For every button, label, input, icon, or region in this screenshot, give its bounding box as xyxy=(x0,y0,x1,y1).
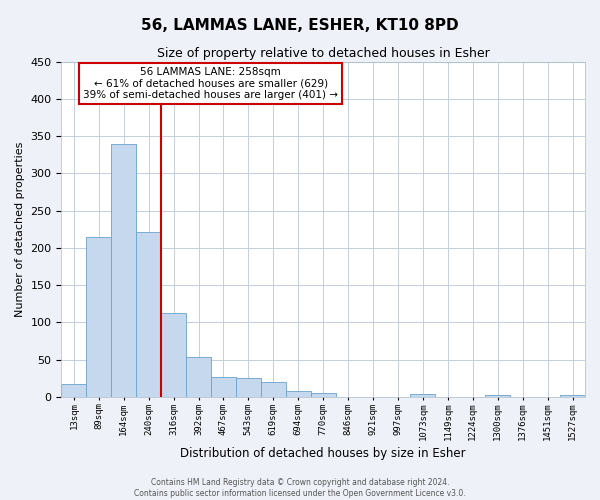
Bar xyxy=(211,377,236,397)
Title: Size of property relative to detached houses in Esher: Size of property relative to detached ho… xyxy=(157,48,490,60)
Bar xyxy=(236,378,261,397)
Bar xyxy=(161,312,186,397)
Bar xyxy=(410,394,436,397)
Bar xyxy=(311,393,335,397)
Bar xyxy=(86,236,111,397)
Bar xyxy=(485,394,510,397)
Text: Contains HM Land Registry data © Crown copyright and database right 2024.
Contai: Contains HM Land Registry data © Crown c… xyxy=(134,478,466,498)
Y-axis label: Number of detached properties: Number of detached properties xyxy=(15,142,25,317)
Bar xyxy=(261,382,286,397)
Text: 56 LAMMAS LANE: 258sqm
← 61% of detached houses are smaller (629)
39% of semi-de: 56 LAMMAS LANE: 258sqm ← 61% of detached… xyxy=(83,66,338,100)
Bar xyxy=(111,144,136,397)
Bar xyxy=(560,394,585,397)
Text: 56, LAMMAS LANE, ESHER, KT10 8PD: 56, LAMMAS LANE, ESHER, KT10 8PD xyxy=(141,18,459,32)
Bar xyxy=(186,358,211,397)
Bar xyxy=(286,391,311,397)
Bar xyxy=(136,232,161,397)
Bar xyxy=(61,384,86,397)
X-axis label: Distribution of detached houses by size in Esher: Distribution of detached houses by size … xyxy=(181,447,466,460)
